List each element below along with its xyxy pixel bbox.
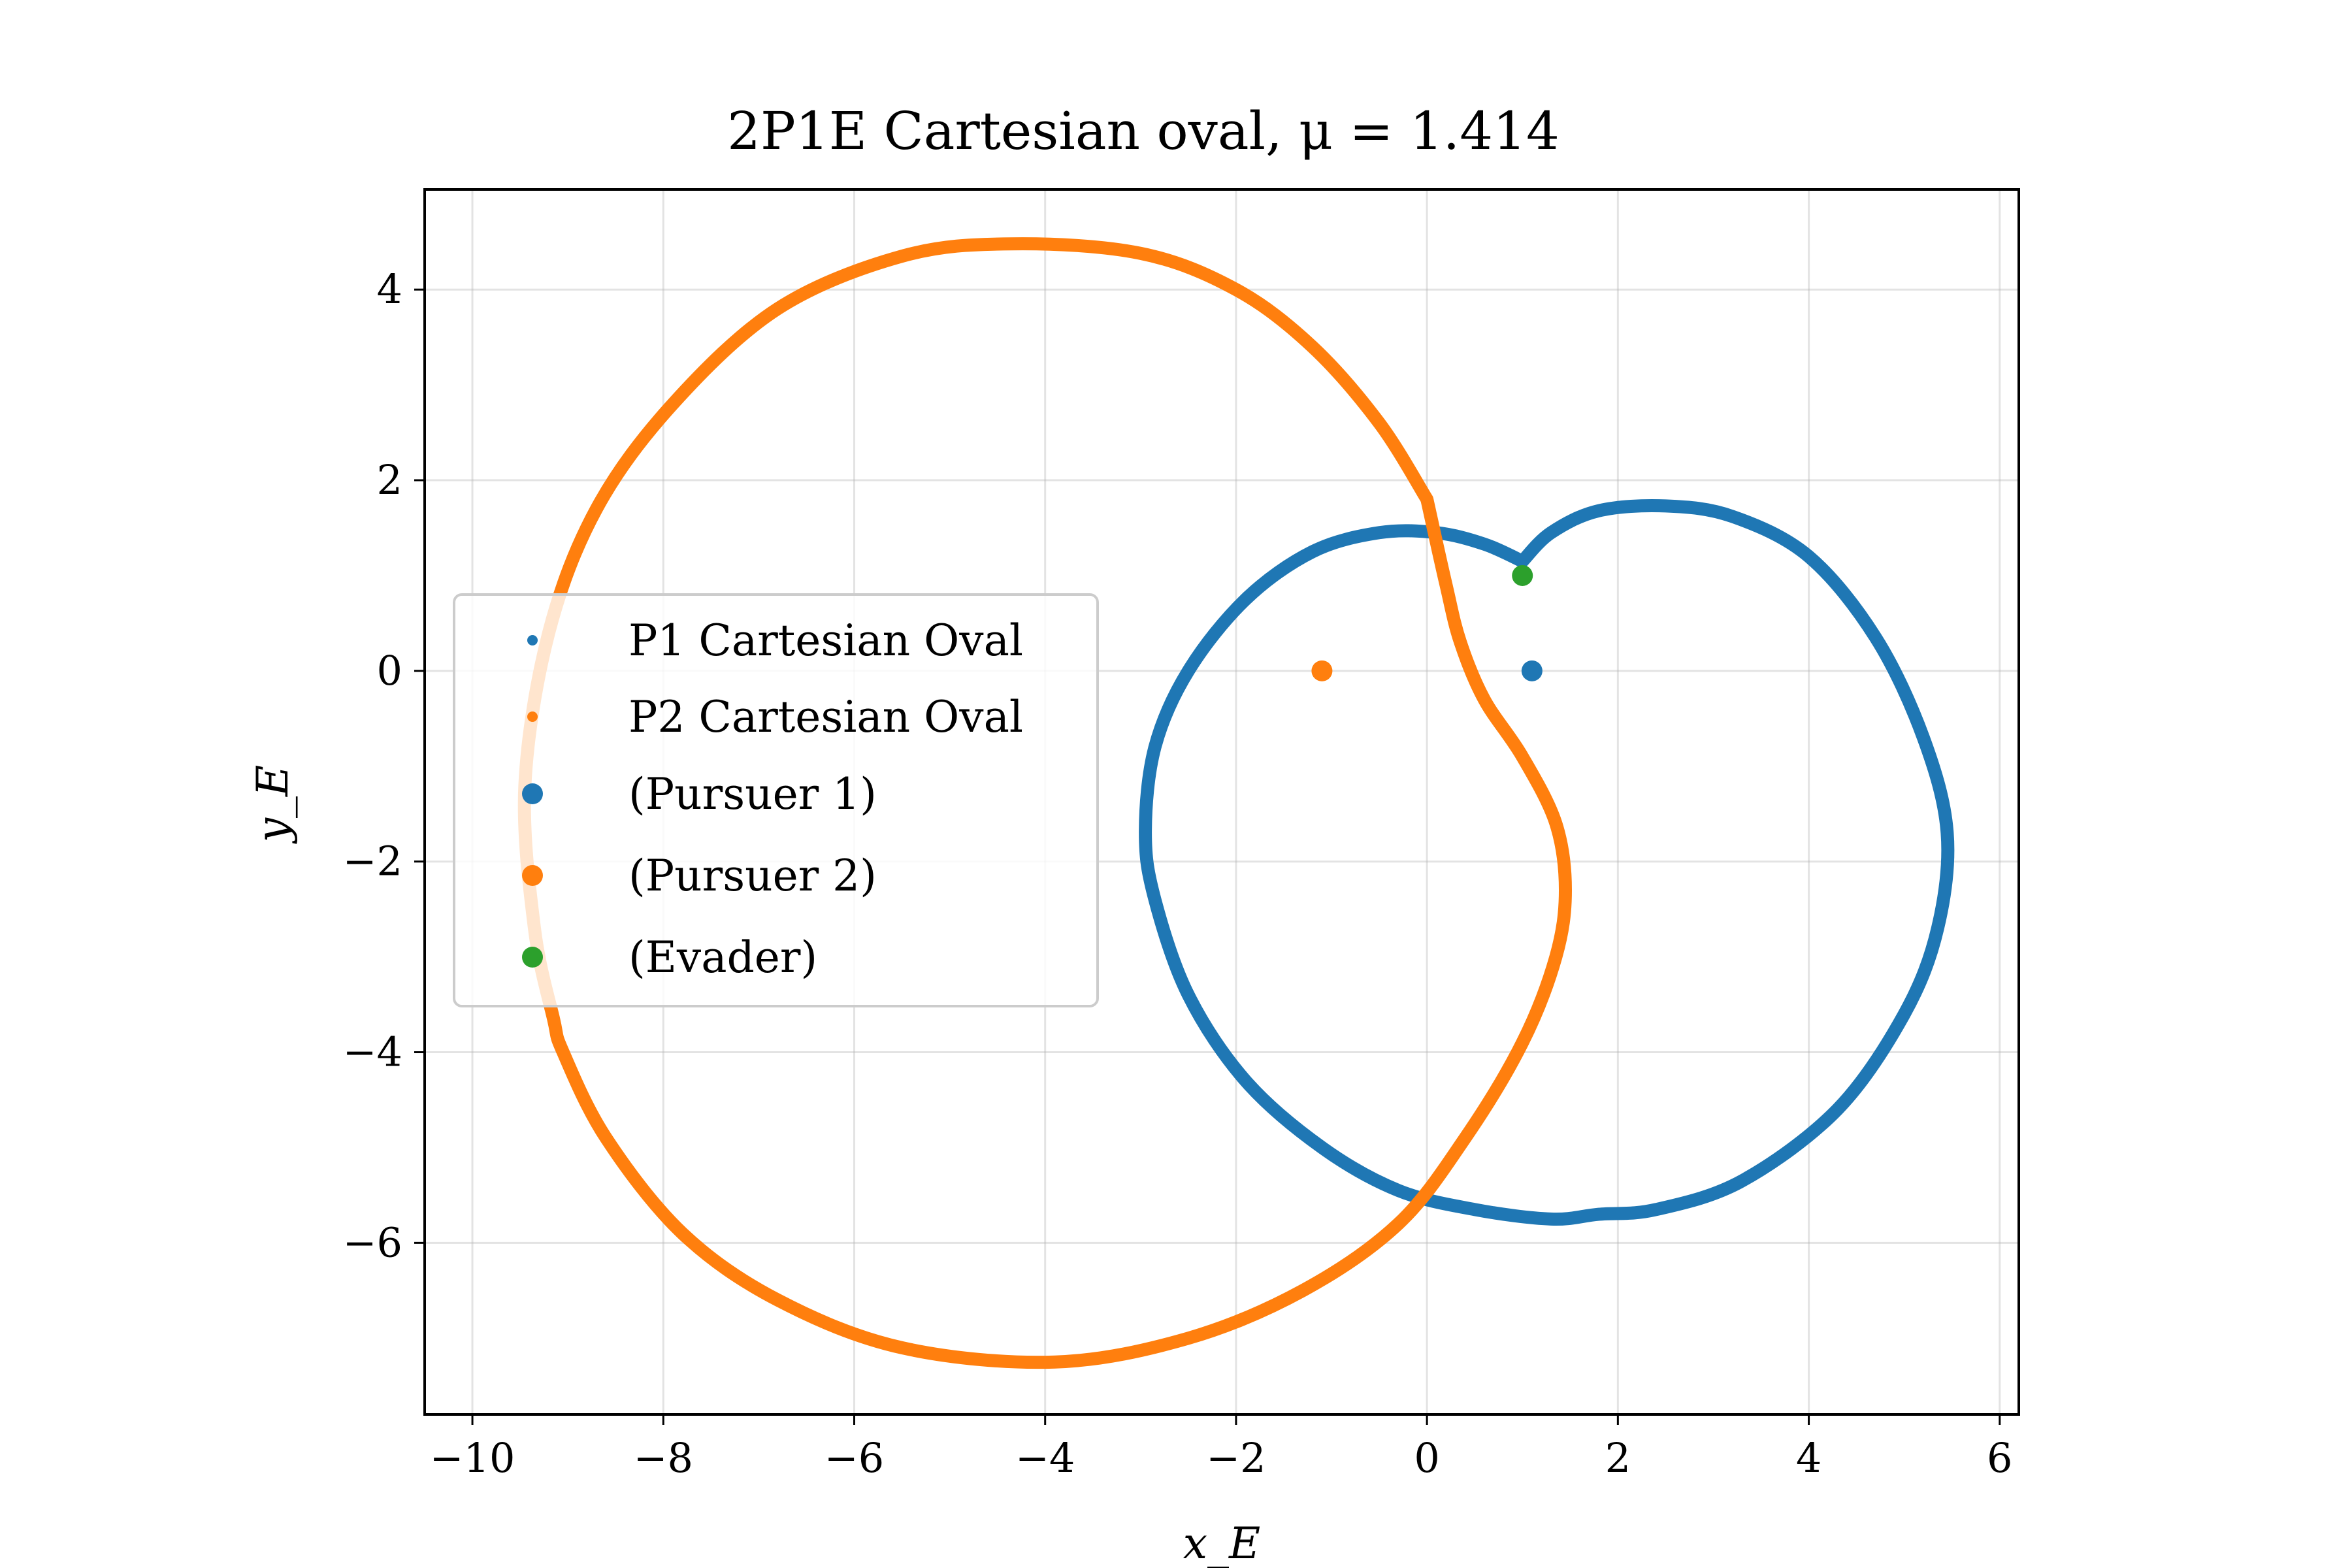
legend-label-pursuer-2: (Pursuer 2) <box>629 851 877 901</box>
legend-marker-pursuer-1 <box>522 783 543 804</box>
x-tick-label-3: −4 <box>1015 1434 1075 1482</box>
x-tick-label-7: 4 <box>1796 1434 1821 1482</box>
x-axis-title: x_E <box>1183 1518 1260 1568</box>
legend-frame <box>453 593 1099 1007</box>
y-tick-label-5: 4 <box>377 265 402 313</box>
chart-title: 2P1E Cartesian oval, μ = 1.414 <box>727 101 1560 161</box>
legend-label-evader: (Evader) <box>629 932 817 983</box>
series-p1-cartesian-oval <box>1139 498 1955 1226</box>
legend-label-p2-oval: P2 Cartesian Oval <box>629 692 1023 742</box>
y-tick-label-2: −2 <box>343 838 402 885</box>
x-tick-label-0: −10 <box>430 1434 515 1482</box>
legend: P1 Cartesian Oval P2 Cartesian Oval (Pur… <box>453 593 1099 1007</box>
marker-evader <box>1512 564 1533 586</box>
x-tick-label-1: −8 <box>634 1434 693 1482</box>
series-layer <box>517 237 1955 1369</box>
legend-marker-pursuer-2 <box>522 865 543 886</box>
x-tick-label-6: 2 <box>1605 1434 1631 1482</box>
legend-marker-p2-oval <box>527 711 538 722</box>
marker-pursuer-1 <box>1521 660 1543 681</box>
y-tick-label-3: 0 <box>377 647 402 694</box>
legend-label-pursuer-1: (Pursuer 1) <box>629 769 877 819</box>
x-tick-label-8: 6 <box>1987 1434 2012 1482</box>
legend-label-p1-oval: P1 Cartesian Oval <box>629 615 1023 666</box>
y-tick-label-0: −6 <box>343 1218 402 1266</box>
series-p2-cartesian-oval <box>517 237 1572 1369</box>
marker-pursuer-2 <box>1311 660 1333 681</box>
y-tick-label-4: 2 <box>377 456 402 504</box>
x-tick-label-4: −2 <box>1206 1434 1266 1482</box>
legend-marker-p1-oval <box>527 635 538 645</box>
y-tick-label-1: −4 <box>343 1028 402 1076</box>
ticks: −10 −8 −6 −4 −2 0 2 4 6 −6 −4 −2 0 2 4 <box>343 265 2013 1482</box>
plot-frame <box>423 188 2020 1416</box>
x-tick-label-2: −6 <box>825 1434 884 1482</box>
x-tick-label-5: 0 <box>1414 1434 1439 1482</box>
legend-marker-evader <box>522 947 543 968</box>
y-axis-title: y_E <box>248 765 298 844</box>
